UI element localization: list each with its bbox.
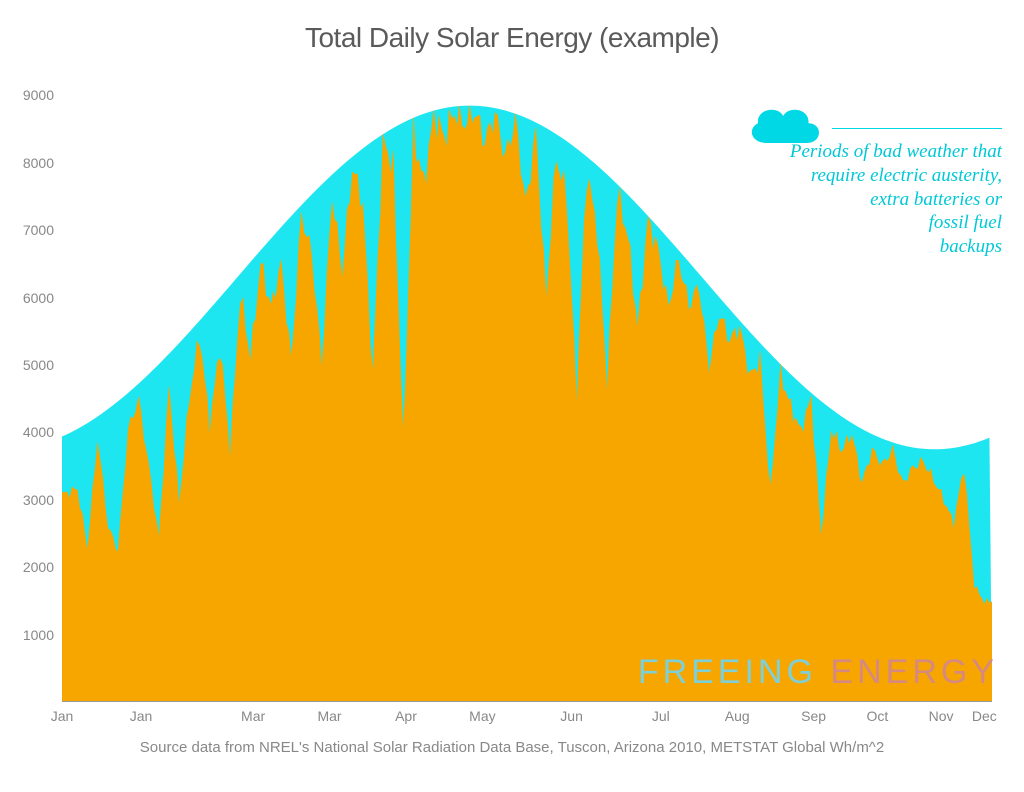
- x-tick-label: Jan: [51, 708, 74, 724]
- x-tick-label: Aug: [725, 708, 750, 724]
- x-tick-label: Apr: [395, 708, 417, 724]
- y-tick-label: 7000: [23, 222, 54, 238]
- annotation-line: backups: [790, 235, 1002, 259]
- y-tick-label: 2000: [23, 559, 54, 575]
- x-tick-label: Nov: [929, 708, 954, 724]
- annotation-line: Periods of bad weather that: [790, 140, 1002, 164]
- x-tick-label: Jan: [130, 708, 153, 724]
- x-tick-label: Dec: [972, 708, 997, 724]
- watermark-logo: FREEING ENERGY: [638, 653, 998, 692]
- x-tick-label: May: [469, 708, 495, 724]
- x-axis-line: [62, 701, 992, 702]
- x-tick-label: Oct: [866, 708, 888, 724]
- x-tick-label: Mar: [241, 708, 265, 724]
- watermark-word-1: FREEING: [638, 653, 817, 691]
- x-tick-label: Jun: [560, 708, 583, 724]
- annotation-text: Periods of bad weather thatrequire elect…: [790, 140, 1002, 259]
- source-caption: Source data from NREL's National Solar R…: [0, 739, 1024, 756]
- x-tick-label: Sep: [801, 708, 826, 724]
- annotation-underline: [832, 128, 1002, 129]
- y-tick-label: 9000: [23, 87, 54, 103]
- y-tick-label: 1000: [23, 627, 54, 643]
- y-tick-label: 5000: [23, 357, 54, 373]
- annotation-line: require electric austerity,: [790, 164, 1002, 188]
- annotation-line: fossil fuel: [790, 211, 1002, 235]
- watermark-word-2: ENERGY: [830, 653, 998, 691]
- y-tick-label: 8000: [23, 155, 54, 171]
- y-tick-label: 3000: [23, 492, 54, 508]
- chart-title: Total Daily Solar Energy (example): [0, 0, 1024, 54]
- annotation-line: extra batteries or: [790, 188, 1002, 212]
- y-tick-label: 6000: [23, 290, 54, 306]
- y-tick-label: 4000: [23, 424, 54, 440]
- x-tick-label: Mar: [317, 708, 341, 724]
- x-tick-label: Jul: [652, 708, 670, 724]
